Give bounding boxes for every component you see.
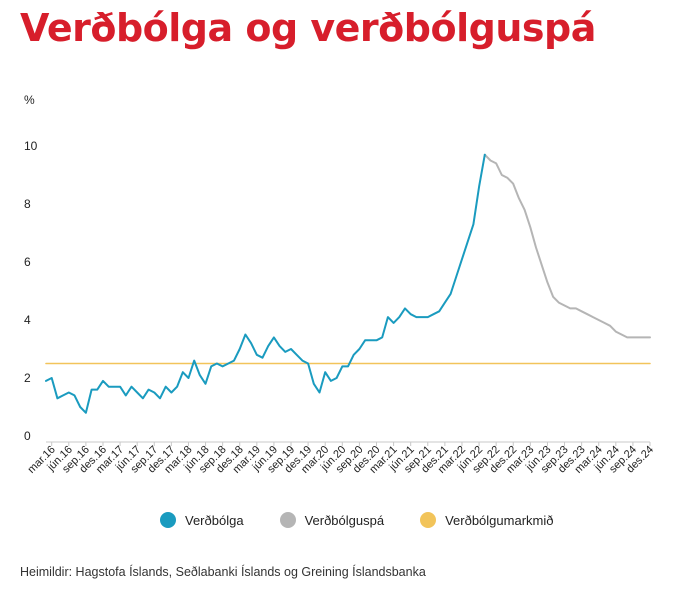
chart-title: Verðbólga og verðbólguspá	[20, 6, 596, 50]
y-tick-label: 2	[24, 371, 31, 385]
legend-label-forecast: Verðbólguspá	[304, 512, 385, 528]
inflation-line	[45, 153, 486, 414]
y-tick-label: 0	[24, 429, 31, 443]
y-axis-unit-label: %	[24, 93, 35, 107]
legend-label-target: Verðbólgumarkmið	[445, 512, 554, 528]
series-layer	[45, 153, 651, 414]
legend-marker-target	[420, 512, 437, 528]
source-note: Heimildir: Hagstofa Íslands, Seðlabanki …	[20, 565, 426, 579]
legend-item-target[interactable]: Verðbólgumarkmið	[420, 512, 553, 528]
legend: Verðbólga Verðbólguspá Verðbólgumarkmið	[160, 512, 553, 528]
legend-label-inflation: Verðbólga	[185, 512, 244, 528]
legend-item-forecast[interactable]: Verðbólguspá	[279, 512, 385, 528]
legend-marker-forecast	[279, 512, 296, 528]
y-tick-label: 4	[24, 313, 31, 327]
legend-item-inflation[interactable]: Verðbólga	[160, 512, 244, 528]
legend-marker-inflation	[160, 512, 176, 528]
y-axis-ticks: 0 2 4 6 8 10	[24, 139, 38, 443]
x-axis-ticks: mar.16jún.16sep.16des.16mar.17jún.17sep.…	[26, 442, 656, 476]
forecast-line	[483, 153, 651, 339]
line-chart: % 0 2 4 6 8 10 mar.16jún.16sep.16des.16mar.17…	[24, 93, 656, 476]
y-tick-label: 8	[24, 197, 31, 211]
y-tick-label: 10	[24, 139, 38, 153]
y-tick-label: 6	[24, 255, 31, 269]
